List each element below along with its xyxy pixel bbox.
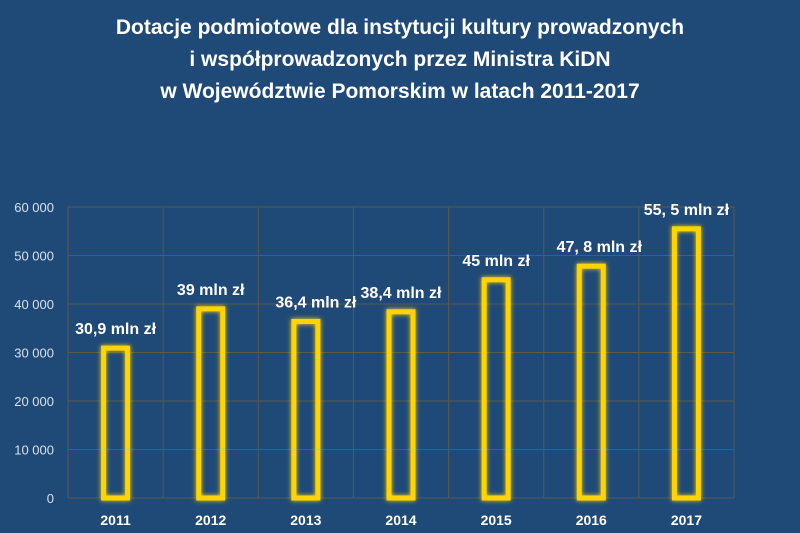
- y-tick-label: 40 000: [14, 297, 54, 312]
- y-tick-label: 10 000: [14, 443, 54, 458]
- y-tick-label: 60 000: [14, 200, 54, 215]
- data-label: 36,4 mln zł: [275, 294, 356, 311]
- y-tick-label: 50 000: [14, 249, 54, 264]
- bar-2013: [291, 318, 321, 501]
- x-tick-label: 2016: [576, 512, 607, 528]
- data-label: 45 mln zł: [462, 253, 530, 270]
- bar-2017: [671, 226, 701, 501]
- title-line-2: i współprowadzonych przez Ministra KiDN: [189, 48, 611, 71]
- x-tick-label: 2014: [385, 512, 416, 528]
- title-line-3: w Województwie Pomorskim w latach 2011-2…: [160, 80, 640, 103]
- bar-2012: [196, 306, 226, 501]
- x-tick-label: 2013: [290, 512, 321, 528]
- data-label: 30,9 mln zł: [75, 321, 156, 338]
- y-tick-label: 20 000: [14, 394, 54, 409]
- x-tick-label: 2011: [100, 512, 131, 528]
- data-label: 55, 5 mln zł: [644, 202, 730, 219]
- bar-2016: [576, 263, 606, 501]
- data-label: 39 mln zł: [177, 282, 245, 299]
- y-tick-label: 0: [47, 491, 54, 506]
- x-tick-label: 2015: [481, 512, 512, 528]
- bar-2015: [481, 277, 511, 501]
- x-tick-label: 2012: [195, 512, 226, 528]
- y-tick-label: 30 000: [14, 346, 54, 361]
- bar-2011: [101, 345, 131, 501]
- title-line-1: Dotacje podmiotowe dla instytucji kultur…: [115, 16, 685, 39]
- x-tick-label: 2017: [671, 512, 702, 528]
- chart-title: Dotacje podmiotowe dla instytucji kultur…: [0, 12, 800, 108]
- bar-2014: [386, 309, 416, 501]
- data-label: 47, 8 mln zł: [557, 239, 643, 256]
- data-label: 38,4 mln zł: [361, 285, 442, 302]
